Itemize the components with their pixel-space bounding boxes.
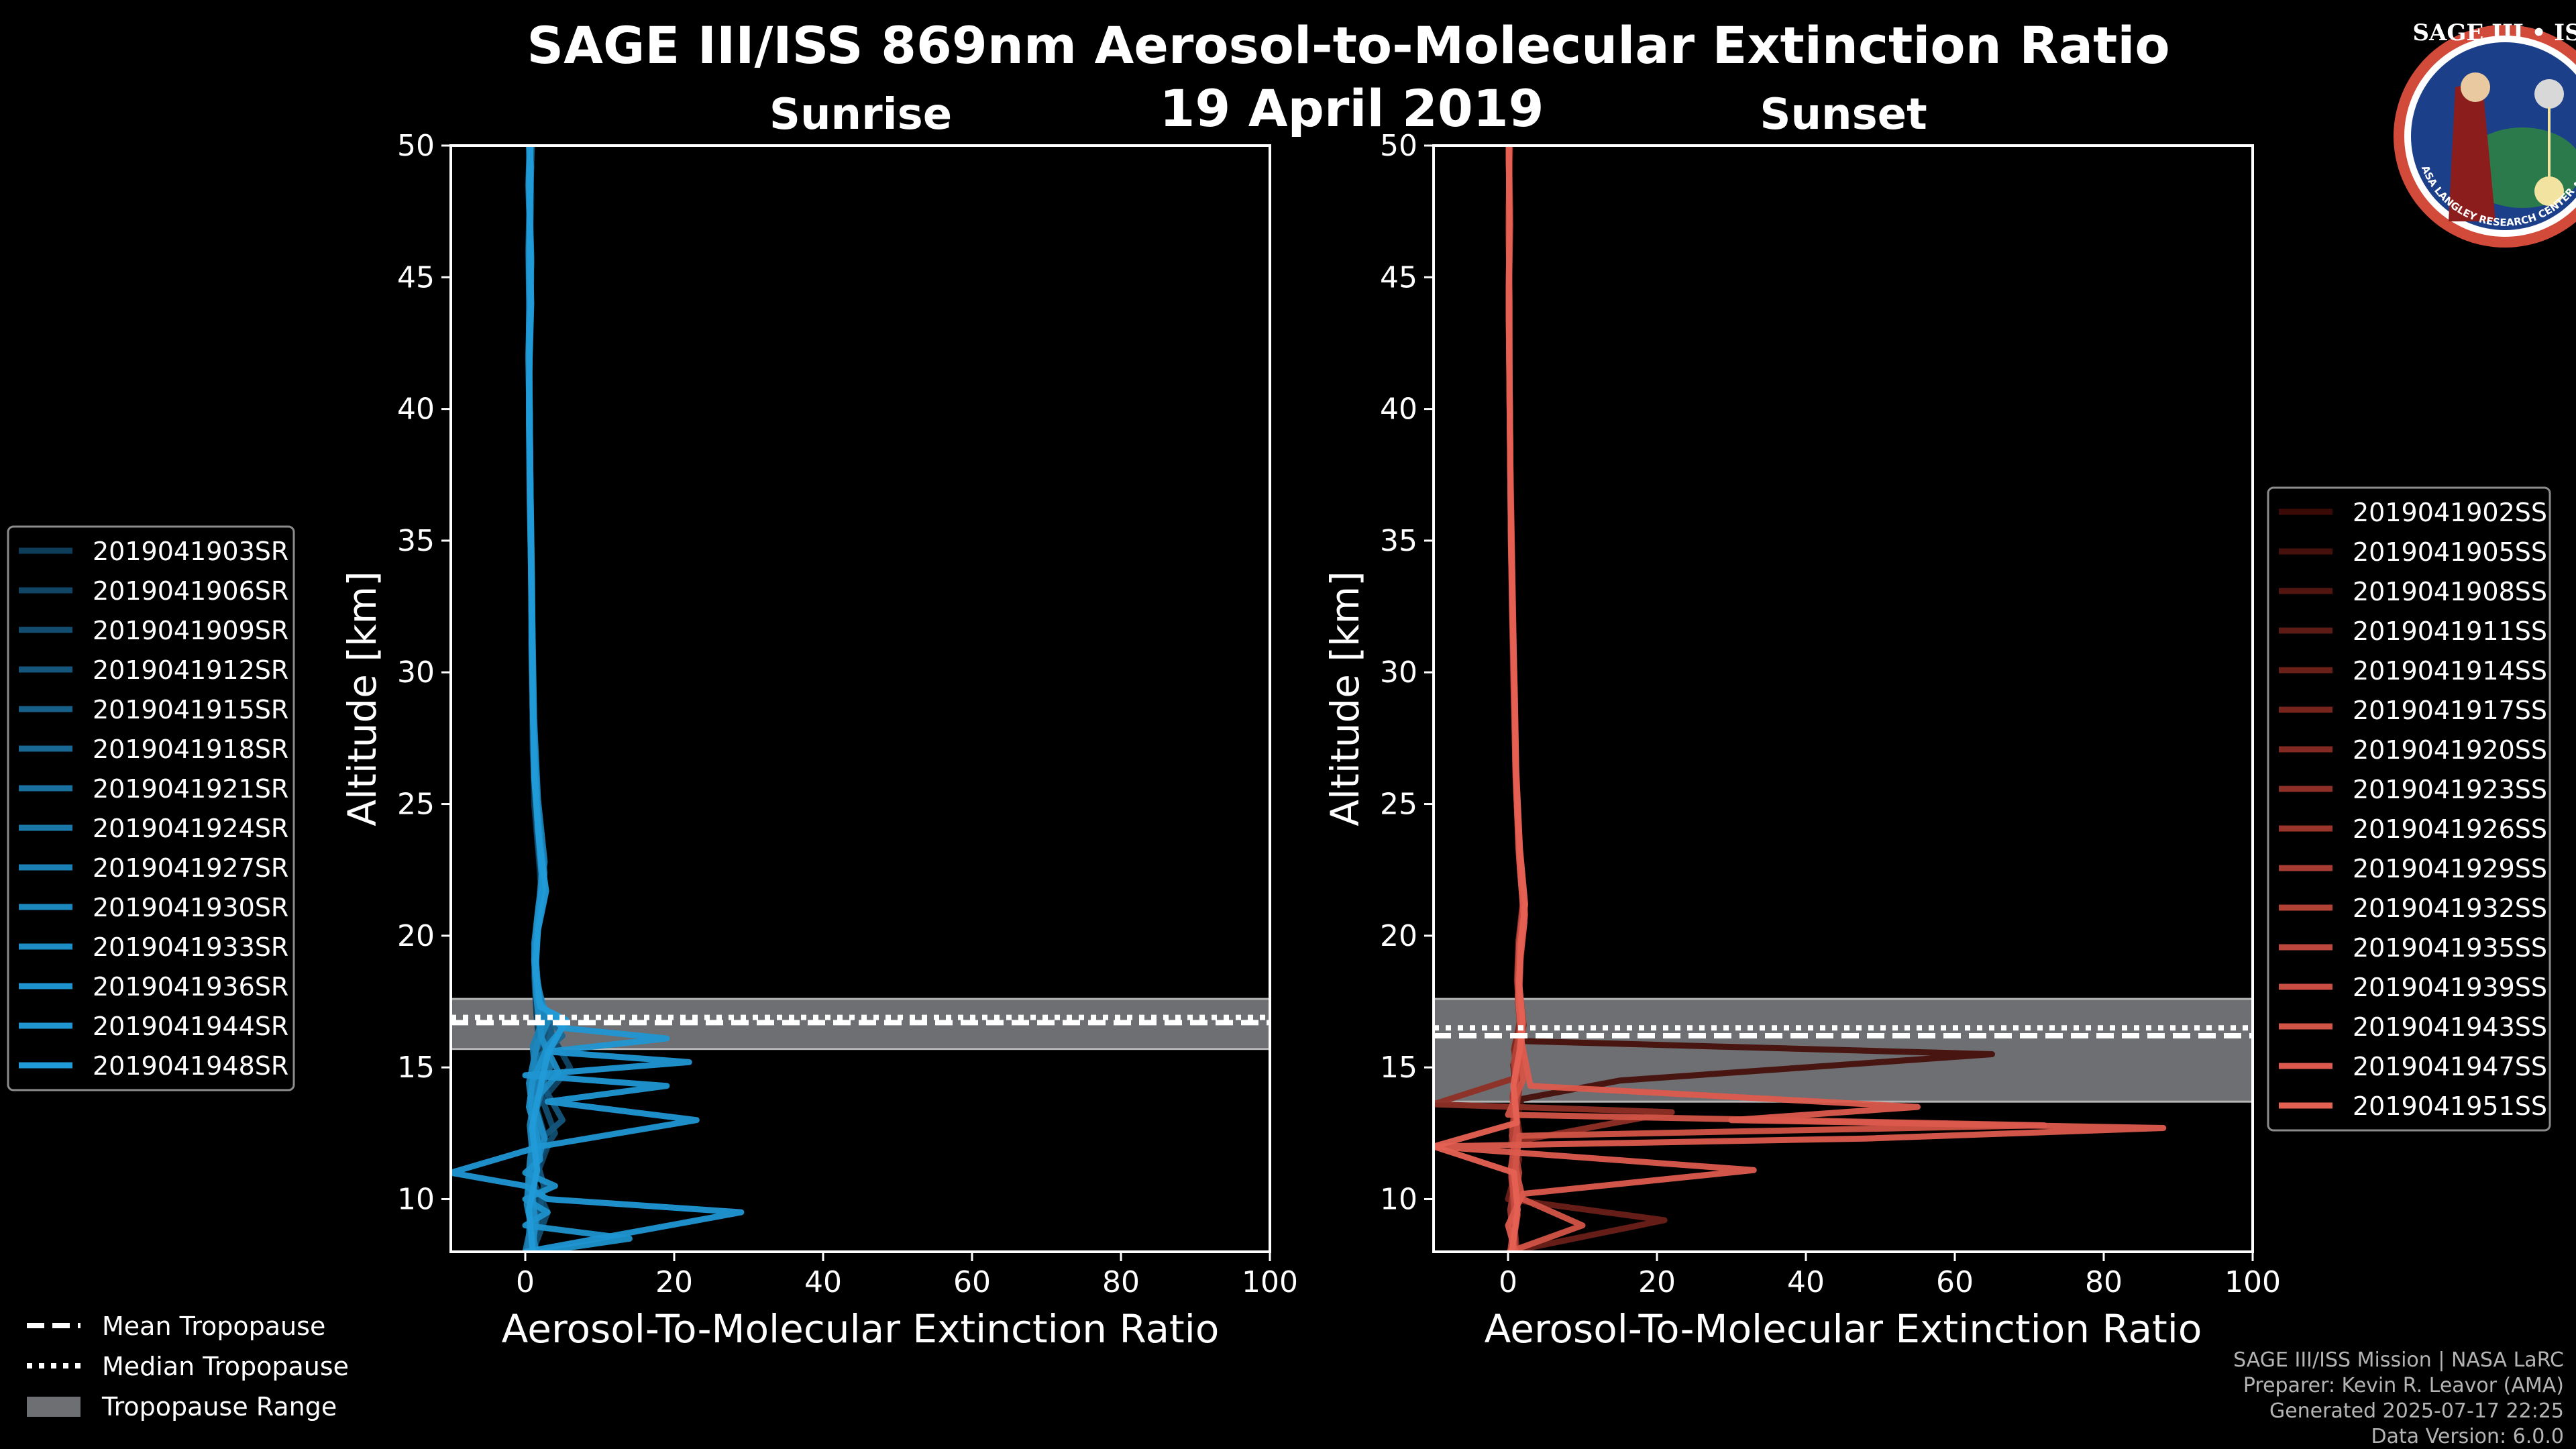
sunset-plot-frame bbox=[1432, 144, 2254, 1253]
sunrise-y-tick-label: 50 bbox=[397, 129, 435, 163]
sunset-x-tick-label: 20 bbox=[1638, 1265, 1676, 1299]
sunrise-y-tick-label: 40 bbox=[397, 392, 435, 427]
sunset-x-tick-label: 80 bbox=[2085, 1265, 2123, 1299]
legend-label-2019041951SS: 2019041951SS bbox=[2353, 1091, 2547, 1121]
legend-label-2019041911SS: 2019041911SS bbox=[2353, 616, 2547, 646]
legend-label-2019041912SR: 2019041912SR bbox=[93, 655, 288, 685]
legend-label-2019041933SR: 2019041933SR bbox=[93, 932, 288, 962]
sunrise-legend-box bbox=[7, 525, 295, 1091]
legend-label-2019041921SR: 2019041921SR bbox=[93, 774, 288, 804]
legend-label-2019041908SS: 2019041908SS bbox=[2353, 577, 2547, 606]
legend-label-2019041929SS: 2019041929SS bbox=[2353, 854, 2547, 883]
legend-label-2019041917SS: 2019041917SS bbox=[2353, 696, 2547, 725]
sunrise-y-tick-label: 25 bbox=[397, 788, 435, 822]
sunset-y-tick-label: 50 bbox=[1380, 129, 1417, 163]
footer-preparer: Preparer: Kevin R. Leavor (AMA) bbox=[2243, 1374, 2564, 1397]
sunrise-x-tick-label: 40 bbox=[804, 1265, 842, 1299]
legend-label-2019041926SS: 2019041926SS bbox=[2353, 814, 2547, 844]
sunset-x-tick-label: 40 bbox=[1787, 1265, 1825, 1299]
sunset-y-tick-label: 30 bbox=[1380, 655, 1417, 690]
sunset-y-tick-label: 35 bbox=[1380, 524, 1417, 558]
sunset-y-tick-label: 15 bbox=[1380, 1051, 1417, 1085]
legend-label-2019041915SR: 2019041915SR bbox=[93, 695, 288, 724]
footer-generated: Generated 2025-07-17 22:25 bbox=[2269, 1399, 2564, 1423]
legend-label-2019041902SS: 2019041902SS bbox=[2353, 498, 2547, 527]
legend-label-2019041947SS: 2019041947SS bbox=[2353, 1052, 2547, 1081]
sunset-y-axis-label: Altitude [km] bbox=[1322, 571, 1368, 826]
footer-data-version: Data Version: 6.0.0 bbox=[2371, 1425, 2564, 1448]
legend-label-2019041939SS: 2019041939SS bbox=[2353, 973, 2547, 1002]
sunrise-y-tick-label: 20 bbox=[397, 919, 435, 953]
sunrise-x-tick-label: 100 bbox=[1242, 1265, 1298, 1299]
sunset-subtitle: Sunset bbox=[1760, 90, 1927, 140]
legend-label-2019041927SR: 2019041927SR bbox=[93, 853, 288, 883]
sunrise-y-tick-label: 35 bbox=[397, 524, 435, 558]
legend-label-2019041914SS: 2019041914SS bbox=[2353, 656, 2547, 686]
sunset-y-tick-label: 40 bbox=[1380, 392, 1417, 427]
sunrise-plot-frame bbox=[449, 144, 1271, 1253]
sunrise-y-tick-label: 45 bbox=[397, 260, 435, 294]
figure-title: SAGE III/ISS 869nm Aerosol-to-Molecular … bbox=[527, 15, 2169, 75]
logo-text: SAGE III • ISS bbox=[2412, 19, 2576, 46]
legend-label-2019041935SS: 2019041935SS bbox=[2353, 933, 2547, 963]
legend-label-2019041932SS: 2019041932SS bbox=[2353, 894, 2547, 923]
sunrise-panel: Sunrise 0 20 40 60 80 100 10 15 20 25 30 35 40 45 50 Aer… bbox=[7, 90, 1298, 1352]
sunrise-subtitle: Sunrise bbox=[769, 90, 952, 140]
series-line-2019041951SS bbox=[1434, 146, 1528, 1252]
sunset-legend-box bbox=[2267, 486, 2551, 1132]
sunset-x-tick-label: 0 bbox=[1499, 1265, 1517, 1299]
sunrise-x-axis-label: Aerosol-To-Molecular Extinction Ratio bbox=[502, 1306, 1220, 1352]
tropopause-range-label: Tropopause Range bbox=[101, 1392, 337, 1421]
footer-mission: SAGE III/ISS Mission | NASA LaRC bbox=[2233, 1348, 2564, 1372]
legend-label-2019041903SR: 2019041903SR bbox=[93, 537, 288, 566]
sunset-x-tick-label: 60 bbox=[1936, 1265, 1974, 1299]
legend-label-2019041906SR: 2019041906SR bbox=[93, 576, 288, 606]
tropopause-legend: Mean Tropopause Median Tropopause Tropop… bbox=[27, 1311, 349, 1421]
series-line-2019041944SR bbox=[451, 146, 745, 1252]
sunrise-y-axis-label: Altitude [km] bbox=[339, 571, 385, 826]
sunrise-x-tick-label: 0 bbox=[516, 1265, 535, 1299]
sunset-series-group bbox=[1434, 146, 2167, 1252]
sunrise-y-tick-label: 10 bbox=[397, 1182, 435, 1216]
legend-label-2019041905SS: 2019041905SS bbox=[2353, 537, 2547, 567]
sunset-x-axis-label: Aerosol-To-Molecular Extinction Ratio bbox=[1485, 1306, 2202, 1352]
figure-date: 19 April 2019 bbox=[1159, 78, 1544, 138]
legend-label-2019041930SR: 2019041930SR bbox=[93, 893, 288, 922]
sunset-series-legend: 2019041902SS 2019041905SS 2019041908SS 2019… bbox=[2267, 486, 2551, 1132]
sunset-y-tick-label: 25 bbox=[1380, 788, 1417, 822]
legend-label-2019041943SS: 2019041943SS bbox=[2353, 1012, 2547, 1042]
legend-label-2019041948SR: 2019041948SR bbox=[93, 1051, 288, 1081]
sunrise-x-tick-label: 60 bbox=[953, 1265, 991, 1299]
legend-label-2019041918SR: 2019041918SR bbox=[93, 735, 288, 764]
legend-label-2019041936SR: 2019041936SR bbox=[93, 972, 288, 1002]
sunset-y-tick-label: 10 bbox=[1380, 1182, 1417, 1216]
sunset-x-tick-label: 100 bbox=[2224, 1265, 2281, 1299]
sunrise-y-tick-label: 30 bbox=[397, 655, 435, 690]
sunrise-y-tick-label: 15 bbox=[397, 1051, 435, 1085]
footer: SAGE III/ISS Mission | NASA LaRC Prepare… bbox=[2233, 1348, 2564, 1448]
sunrise-x-tick-label: 80 bbox=[1102, 1265, 1140, 1299]
median-tropopause-label: Median Tropopause bbox=[102, 1352, 349, 1381]
series-line-2019041948SR bbox=[526, 146, 570, 1252]
legend-label-2019041924SR: 2019041924SR bbox=[93, 814, 288, 843]
legend-label-2019041920SS: 2019041920SS bbox=[2353, 735, 2547, 765]
sunset-y-tick-label: 45 bbox=[1380, 260, 1417, 294]
sunrise-series-group bbox=[451, 146, 745, 1252]
tropopause-range-swatch bbox=[27, 1397, 80, 1417]
sunset-y-tick-label: 20 bbox=[1380, 919, 1417, 953]
sunrise-x-tick-label: 20 bbox=[655, 1265, 693, 1299]
legend-label-2019041909SR: 2019041909SR bbox=[93, 616, 288, 645]
sunset-panel: Sunset 0 20 40 60 80 100 10 15 20 25 30 35 40 45 50 Aero… bbox=[1322, 90, 2551, 1352]
legend-label-2019041944SR: 2019041944SR bbox=[93, 1012, 288, 1041]
sunrise-series-legend: 2019041903SR 2019041906SR 2019041909SR 2019… bbox=[7, 525, 295, 1091]
mean-tropopause-label: Mean Tropopause bbox=[102, 1311, 325, 1341]
legend-label-2019041923SS: 2019041923SS bbox=[2353, 775, 2547, 804]
